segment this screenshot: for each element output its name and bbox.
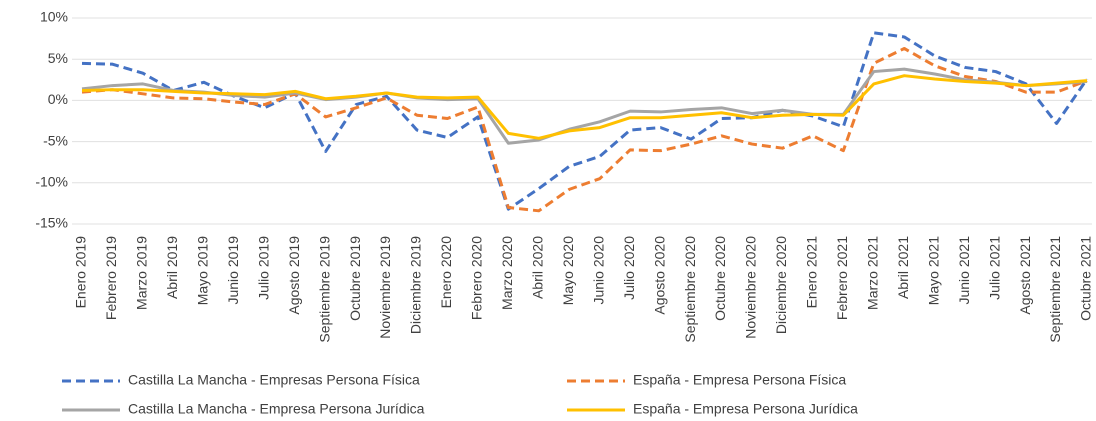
x-tick-label: Enero 2020: [438, 236, 454, 309]
series-line: [81, 31, 1089, 211]
x-tick-label: Octubre 2020: [712, 236, 728, 321]
x-tick-label: Diciembre 2020: [773, 236, 789, 334]
x-tick-label: Agosto 2019: [286, 236, 302, 315]
legend-label: España - Empresa Persona Jurídica: [633, 401, 858, 417]
x-tick-label: Agosto 2020: [651, 236, 667, 315]
x-tick-label: Abril 2020: [530, 236, 546, 299]
x-tick-label: Junio 2021: [956, 236, 972, 305]
x-tick-label: Marzo 2020: [499, 236, 515, 310]
series-line: [81, 67, 1088, 145]
x-tick-label: Abril 2019: [164, 236, 180, 299]
x-tick-label: Octubre 2019: [347, 236, 363, 321]
x-tick-label: Enero 2021: [804, 236, 820, 309]
legend-label: Castilla La Mancha - Empresas Persona Fí…: [128, 372, 420, 388]
y-tick-label: 10%: [40, 9, 68, 25]
y-tick-label: -10%: [35, 174, 68, 190]
x-tick-label: Julio 2019: [255, 236, 271, 300]
x-tick-label: Julio 2021: [986, 236, 1002, 300]
x-tick-label: Enero 2019: [73, 236, 89, 309]
x-tick-label: Agosto 2021: [1017, 236, 1033, 315]
legend-label: España - Empresa Persona Física: [633, 372, 846, 388]
x-tick-label: Marzo 2021: [865, 236, 881, 310]
x-tick-label: Febrero 2019: [103, 236, 119, 320]
x-tick-label: Septiembre 2019: [316, 236, 332, 343]
y-tick-label: 0%: [48, 91, 68, 107]
series-line: [81, 74, 1088, 140]
x-tick-label: Junio 2020: [590, 236, 606, 305]
x-tick-label: Octubre 2021: [1078, 236, 1094, 321]
x-tick-label: Septiembre 2021: [1047, 236, 1063, 343]
x-tick-label: Julio 2020: [621, 236, 637, 300]
x-tick-label: Diciembre 2019: [408, 236, 424, 334]
x-tick-label: Febrero 2021: [834, 236, 850, 320]
x-tick-label: Mayo 2021: [925, 236, 941, 305]
x-tick-label: Febrero 2020: [469, 236, 485, 320]
x-tick-label: Noviembre 2020: [743, 236, 759, 339]
x-tick-label: Junio 2019: [225, 236, 241, 305]
y-tick-label: -15%: [35, 215, 68, 231]
x-tick-label: Septiembre 2020: [682, 236, 698, 343]
y-tick-label: -5%: [43, 132, 68, 148]
x-tick-label: Marzo 2019: [134, 236, 150, 310]
x-tick-label: Noviembre 2019: [377, 236, 393, 339]
x-tick-label: Mayo 2019: [195, 236, 211, 305]
y-tick-label: 5%: [48, 50, 68, 66]
series-line: [81, 46, 1088, 213]
x-tick-label: Mayo 2020: [560, 236, 576, 305]
legend-label: Castilla La Mancha - Empresa Persona Jur…: [128, 401, 425, 417]
x-tick-label: Abril 2021: [895, 236, 911, 299]
